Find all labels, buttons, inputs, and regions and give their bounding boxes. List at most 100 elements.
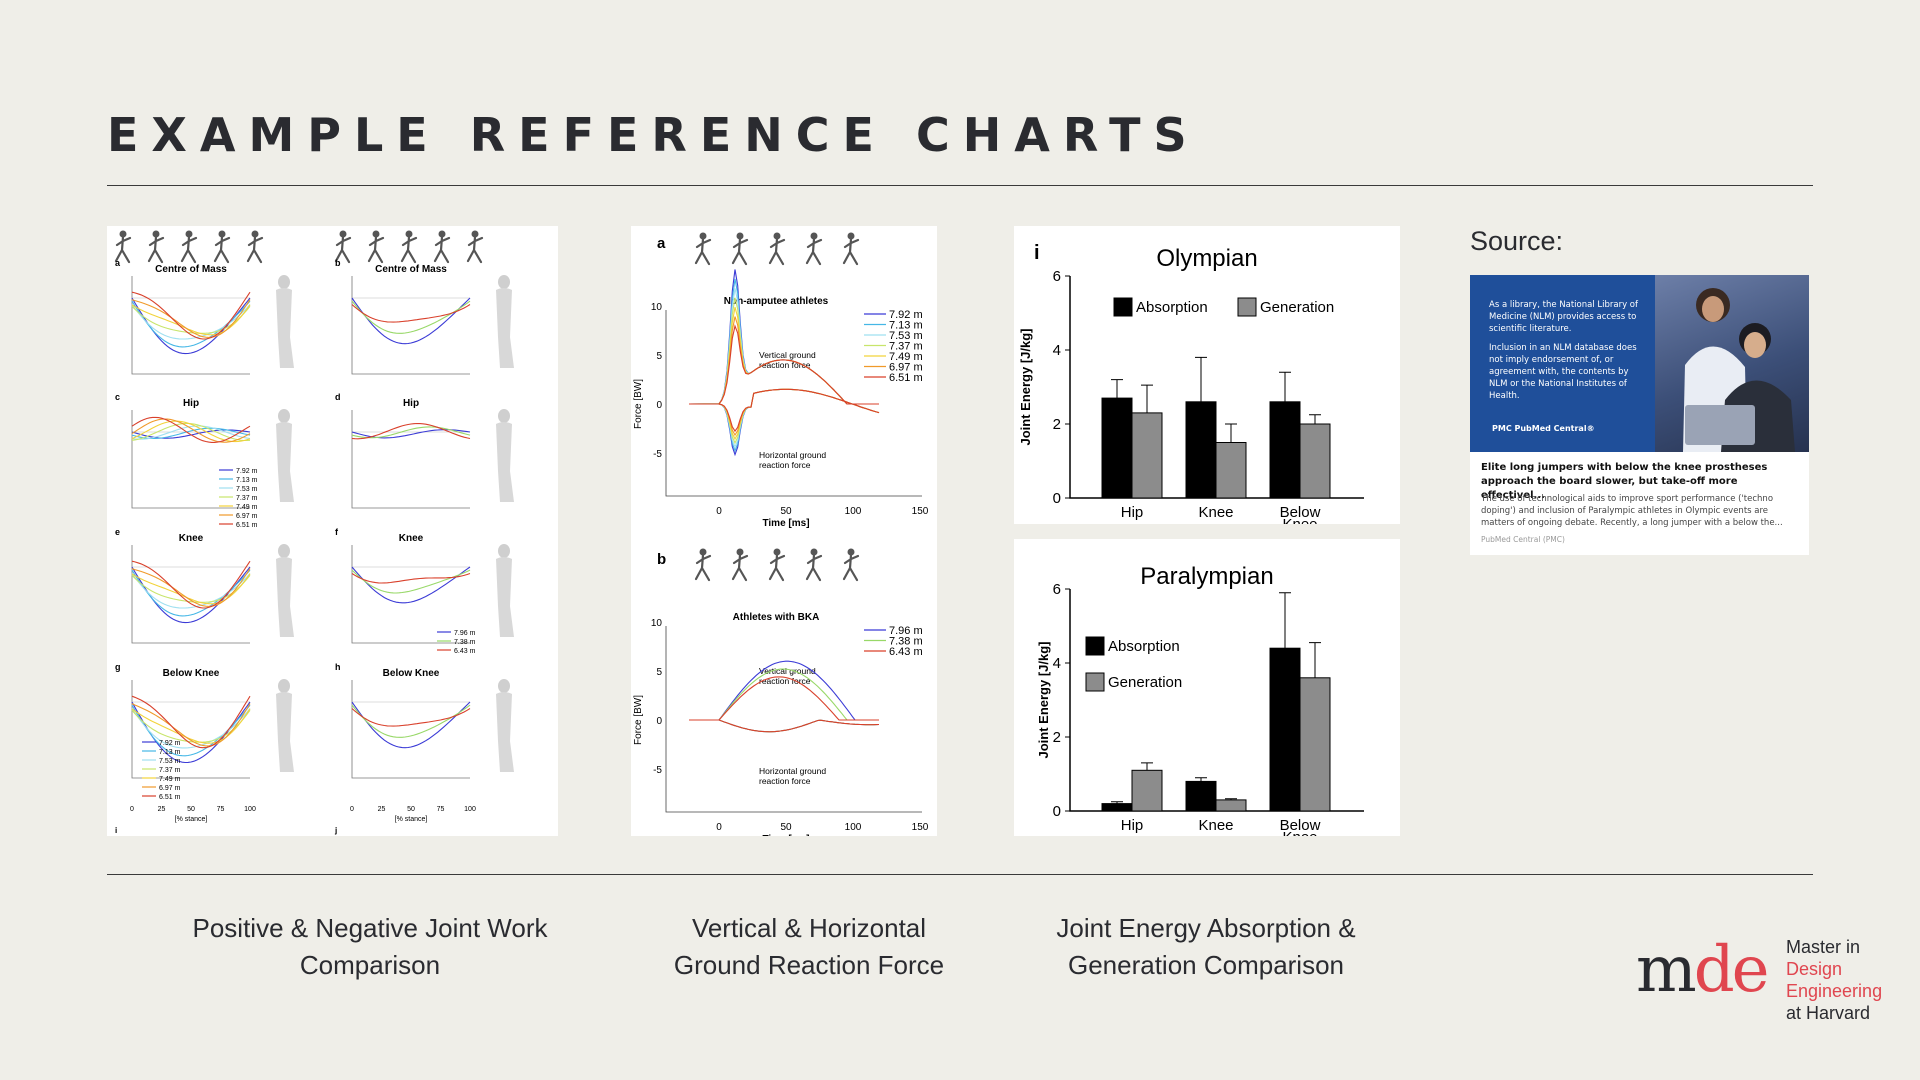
legend-label: 7.92 m — [159, 740, 181, 747]
x-axis-label: Time [ms] — [762, 518, 809, 529]
panel-title: Athletes with BKA — [733, 612, 820, 623]
joint-work-line — [351, 426, 471, 439]
panel-letter: a — [115, 258, 121, 268]
banner-paragraph: Inclusion in an NLM database does not im… — [1489, 343, 1637, 401]
panel-letter: e — [115, 527, 120, 537]
runner-head-icon — [372, 230, 380, 238]
category-label: Below — [1280, 504, 1321, 521]
logo-line-accent: Engineering — [1786, 981, 1883, 1001]
x-tick-label: 50 — [187, 806, 195, 813]
ground-reaction-figure: a Non-amputee athletes Force [BW] 10 5 0 -5 0 50… — [631, 226, 937, 836]
x-tick-label: 0 — [130, 806, 134, 813]
error-bar — [1279, 371, 1291, 402]
y-axis-label: Joint Energy [J/kg] — [1036, 641, 1051, 758]
panel-title: Centre of Mass — [375, 264, 447, 275]
joint-work-line — [131, 418, 251, 443]
caption-joint-work: Positive & Negative Joint Work Compariso… — [130, 910, 610, 984]
panel-axes — [131, 410, 250, 509]
panel-title: Non-amputee athletes — [724, 296, 829, 307]
x-tick-label: 150 — [912, 822, 929, 833]
runner-figure-icon — [731, 548, 749, 582]
body-silhouette-icon — [498, 409, 510, 423]
caption-joint-work-line1: Positive & Negative Joint Work — [192, 913, 548, 943]
body-silhouette-icon — [276, 692, 294, 772]
logo-line: at Harvard — [1786, 1003, 1871, 1023]
joint-work-line — [131, 299, 251, 338]
annotation: reaction force — [759, 676, 811, 686]
legend-swatch — [1113, 297, 1133, 317]
horizontal-grf-line — [718, 719, 880, 733]
x-tick-label: 100 — [464, 806, 476, 813]
horizontal-grf-line — [718, 719, 880, 733]
panel-title: Hip — [183, 398, 199, 409]
joint-work-line — [351, 572, 471, 584]
x-axis-label: [% stance] — [395, 816, 428, 823]
y-axis-label: Force [BW] — [633, 695, 644, 745]
x-tick-label: 100 — [845, 506, 862, 517]
panel-title: Below Knee — [163, 668, 220, 679]
joint-work-line — [131, 708, 251, 744]
chart-title: Olympian — [1156, 245, 1257, 272]
joint-work-line — [351, 304, 471, 323]
joint-work-line — [351, 701, 471, 749]
y-tick-label: 5 — [656, 667, 662, 678]
horizontal-grf-line — [718, 388, 880, 453]
article-headline[interactable]: Elite long jumpers with below the knee p… — [1481, 462, 1768, 501]
runner-figure-icon — [213, 230, 231, 264]
panel-axes — [131, 276, 250, 375]
panel-axes — [131, 680, 250, 779]
body-silhouette-icon — [276, 557, 294, 637]
error-bar — [1141, 384, 1153, 413]
runner-head-icon — [218, 230, 226, 238]
body-silhouette-icon — [496, 692, 514, 772]
y-tick-label: -5 — [653, 765, 662, 776]
runner-body-icon — [147, 235, 165, 264]
legend-swatch — [1237, 297, 1257, 317]
bar — [1269, 401, 1301, 499]
source-article-card[interactable]: As a library, the National Library of Me… — [1470, 275, 1809, 555]
runner-head-icon — [119, 230, 127, 238]
error-bar — [1111, 379, 1123, 399]
legend-label: 6.43 m — [454, 648, 476, 655]
y-tick-label: 5 — [656, 351, 662, 362]
y-tick-label: 6 — [1053, 581, 1061, 598]
runner-head-icon — [736, 548, 744, 556]
legend-label: Absorption — [1108, 638, 1180, 655]
legend-label: 7.13 m — [236, 477, 258, 484]
joint-work-line — [131, 416, 251, 443]
bar — [1215, 799, 1247, 812]
joint-work-svg: a Centre of Mass b Centre of Mass c Hip d Hip e K… — [114, 230, 514, 835]
bar — [1131, 412, 1163, 499]
runner-head-icon — [847, 232, 855, 240]
joint-work-line — [131, 304, 251, 340]
article-source-footer: PubMed Central (PMC) — [1481, 535, 1565, 544]
y-tick-label: 0 — [656, 400, 662, 411]
runner-head-icon — [810, 232, 818, 240]
legend-label: 6.97 m — [889, 362, 923, 374]
banner-paragraph: As a library, the National Library of Me… — [1489, 300, 1638, 334]
logo-wordmark: Master in Design Engineering at Harvard — [1786, 936, 1882, 1024]
legend-label: 6.97 m — [159, 785, 181, 792]
annotation: reaction force — [759, 776, 811, 786]
y-tick-label: -5 — [653, 449, 662, 460]
error-bar — [1225, 798, 1237, 800]
x-tick-label: 75 — [437, 806, 445, 813]
top-divider — [107, 185, 1813, 186]
body-silhouette-icon — [496, 422, 514, 502]
runner-head-icon — [152, 230, 160, 238]
joint-work-line — [351, 569, 471, 594]
joint-work-line — [131, 427, 251, 440]
y-axis-label: Force [BW] — [633, 379, 644, 429]
panel-axes — [351, 410, 470, 509]
body-silhouette-icon — [276, 288, 294, 368]
olympian-bar-chart: i Olympian Joint Energy [J/kg] 0 2 4 6 Hip Knee B… — [1014, 226, 1400, 524]
runner-body-icon — [805, 237, 823, 266]
runner-body-icon — [466, 235, 484, 264]
category-label: Knee — [1198, 817, 1233, 834]
bar — [1131, 769, 1163, 812]
runner-head-icon — [405, 230, 413, 238]
article-snippet: The use of technological aids to improve… — [1481, 494, 1783, 528]
joint-work-line — [131, 568, 251, 607]
y-tick-label: 4 — [1053, 655, 1061, 672]
